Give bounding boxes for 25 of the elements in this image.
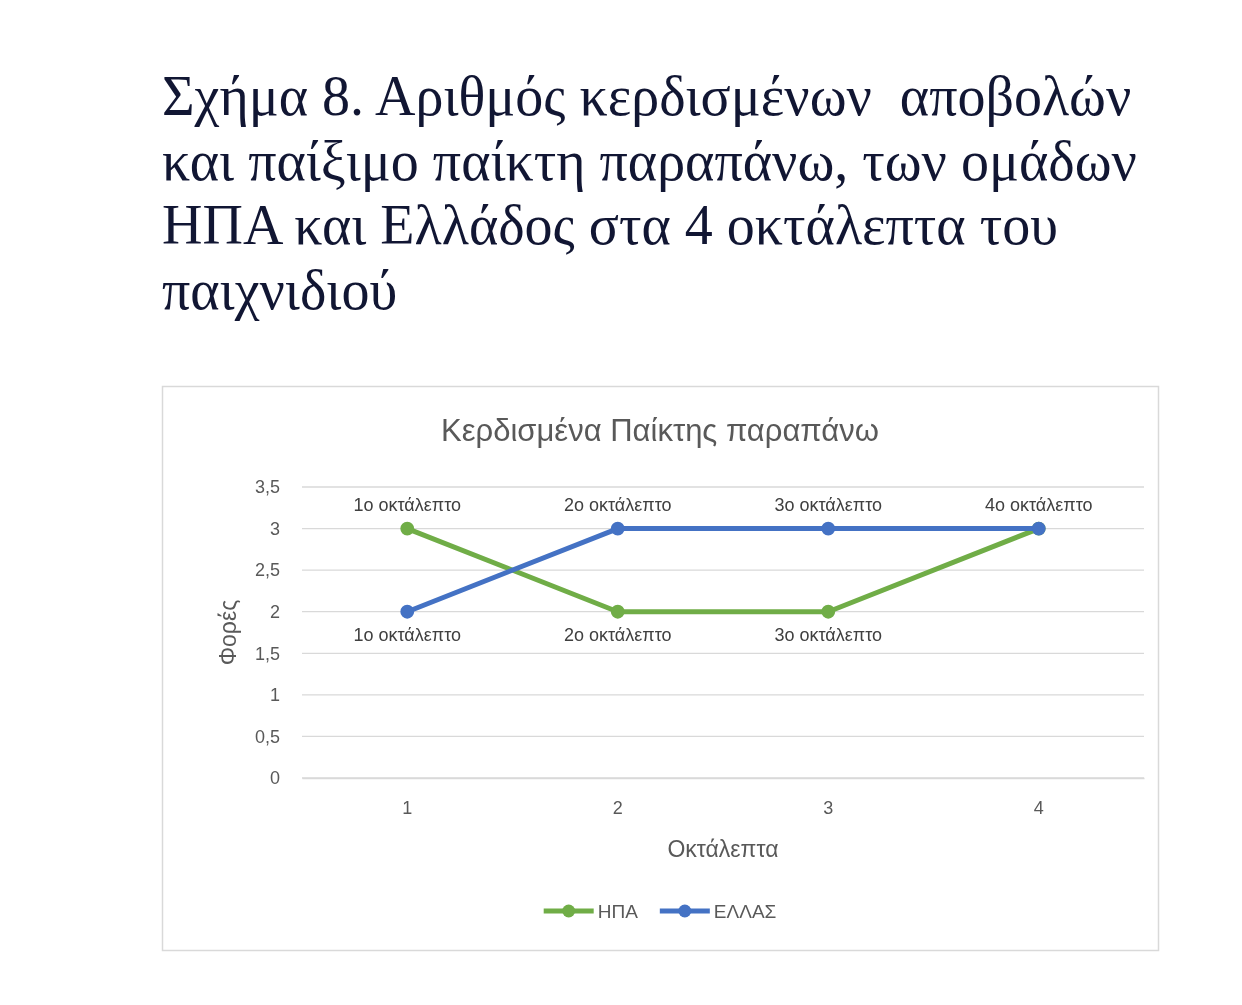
y-tick-label: 3 (269, 518, 280, 539)
text: Σχήμα 8. Αριθμός κερδισμένων αποβολών και παίξιμο παίκτη παραπάνω, των ομάδων ΗΠΑ και Ελλάδος στα 4 οκτάλεπτα του παιχνιδιού (162, 64, 1138, 322)
annotation: 4ο οκτάλεπτο (984, 494, 1093, 515)
legend-label: ΕΛΛΑΣ (713, 901, 777, 922)
x-axis-title: Οκτάλεπτα (667, 836, 779, 862)
x-tick-label: 1 (402, 797, 413, 818)
annotation: 2ο οκτάλεπτο (563, 494, 672, 515)
y-tick-label: 3,5 (254, 477, 280, 498)
annotation: 2ο οκτάλεπτο (563, 624, 672, 645)
annotation: 1ο οκτάλεπτο (353, 494, 462, 515)
y-tick-label: 2,5 (254, 560, 280, 581)
y-tick-label: 0 (269, 768, 280, 789)
x-tick-label: 2 (612, 797, 623, 818)
x-tick-label: 4 (1033, 797, 1044, 818)
annotation: 3ο οκτάλεπτο (774, 494, 883, 515)
annotation: 1ο οκτάλεπτο (353, 624, 462, 645)
legend-label: ΗΠΑ (597, 901, 639, 922)
y-tick-label: 2 (269, 601, 280, 622)
y-axis-title: Φορές (215, 599, 241, 666)
annotation: 3ο οκτάλεπτο (774, 624, 883, 645)
y-tick-label: 1 (269, 685, 280, 706)
x-tick-label: 3 (823, 797, 834, 818)
y-tick-label: 1,5 (254, 643, 280, 664)
chart-title: Κερδισμένα Παίκτης παραπάνω (441, 413, 879, 448)
y-tick-label: 0,5 (254, 726, 280, 747)
